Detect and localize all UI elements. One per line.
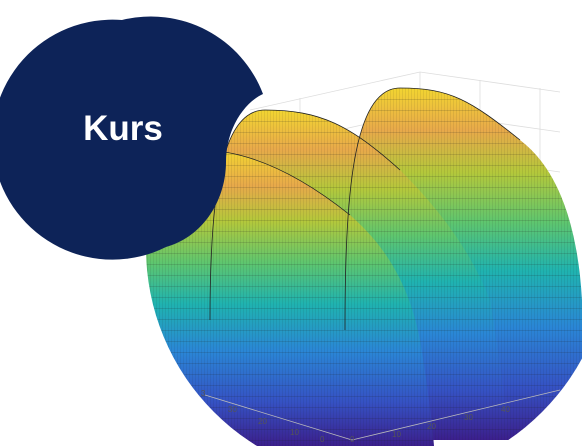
tick-left-0: 3 bbox=[201, 389, 206, 398]
tick-left-2: 20 bbox=[258, 417, 267, 426]
tick-right-1: 10 bbox=[392, 430, 401, 439]
axis-tick-labels: 3 30 20 10 0 0 10 20 30 40 bbox=[201, 389, 510, 444]
sine-surface bbox=[146, 87, 582, 446]
course-badge: Kurs bbox=[0, 16, 263, 260]
tick-left-4: 0 bbox=[320, 435, 325, 444]
tick-right-0: 0 bbox=[350, 435, 355, 444]
tick-right-4: 40 bbox=[501, 405, 510, 414]
badge-label: Kurs bbox=[83, 109, 163, 148]
tick-right-2: 20 bbox=[427, 422, 436, 431]
tick-left-1: 30 bbox=[228, 405, 237, 414]
tick-right-3: 30 bbox=[464, 413, 473, 422]
plot-axes bbox=[204, 389, 561, 441]
tick-left-3: 10 bbox=[290, 428, 299, 437]
